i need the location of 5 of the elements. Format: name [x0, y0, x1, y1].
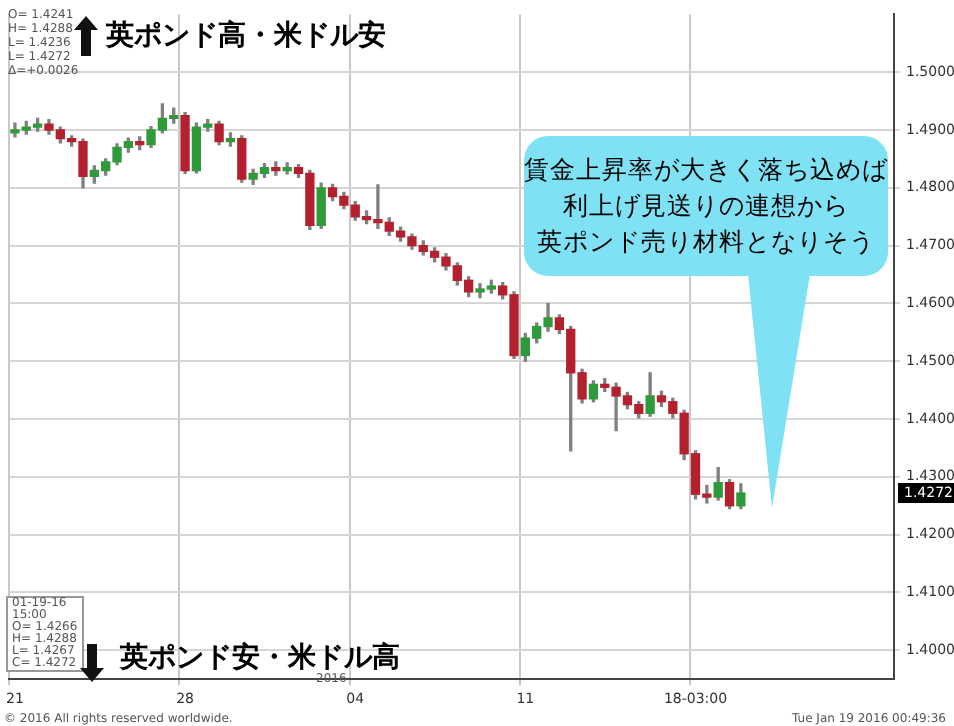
annotation: 利上げ見送りの連想から — [561, 188, 851, 224]
annotation: 英ポンド安・米ドル高 — [120, 640, 400, 674]
annotation: 英ポンド売り材料となりそう — [535, 224, 877, 260]
annotation: 英ポンド高・米ドル安 — [106, 18, 386, 54]
annotation: 賃金上昇率が大きく落ち込めば — [524, 152, 888, 188]
